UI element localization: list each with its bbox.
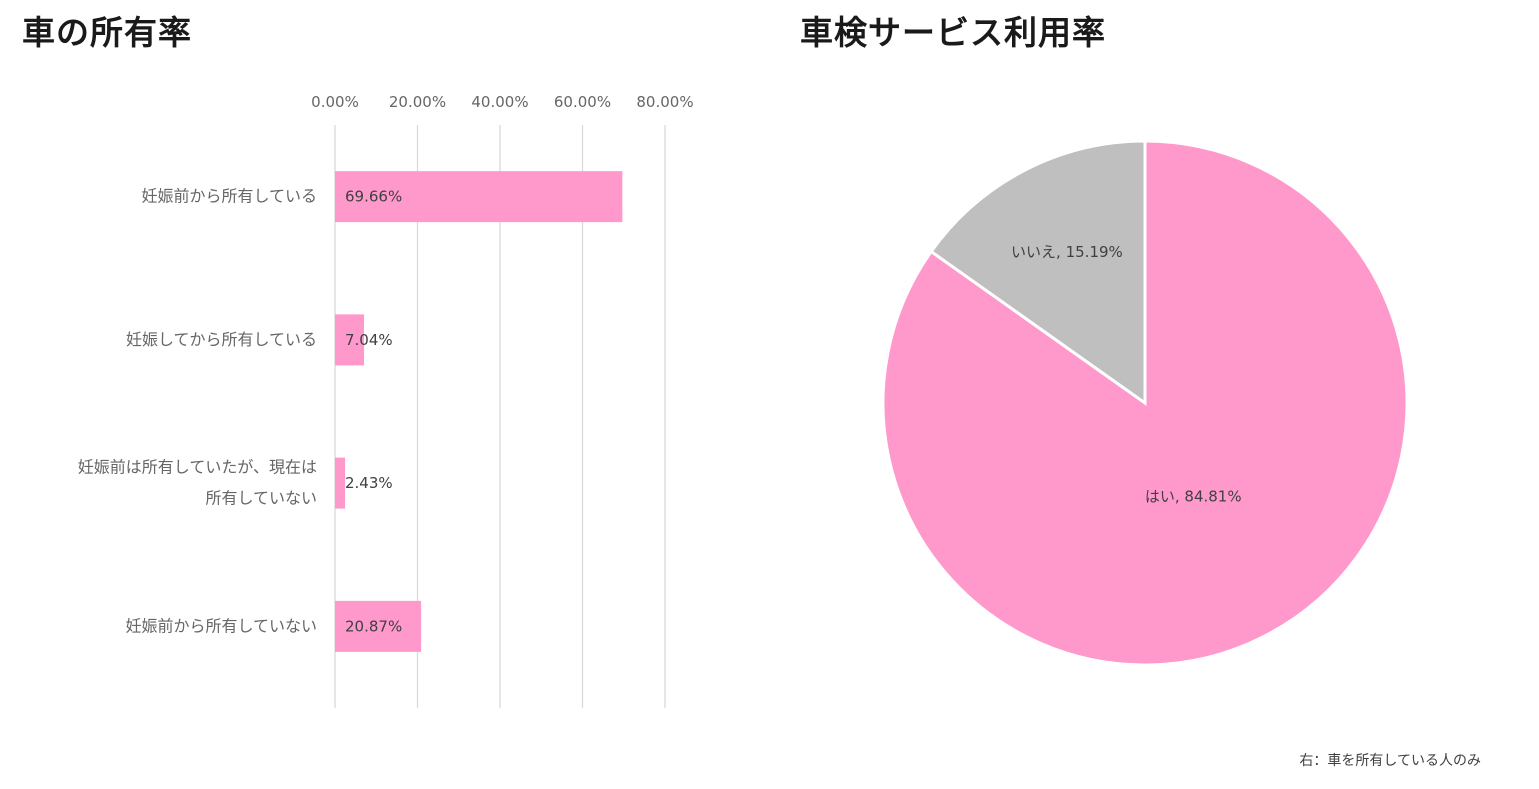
pie-chart-title: 車検サービス利用率 bbox=[800, 13, 1106, 52]
bar bbox=[335, 314, 365, 366]
pie-slice bbox=[929, 139, 1147, 406]
bar bbox=[335, 600, 422, 652]
x-tick-label: 20.00% bbox=[389, 93, 446, 111]
bar-chart-title: 車の所有率 bbox=[22, 13, 192, 52]
bar bbox=[335, 171, 623, 223]
bar-value-label: 2.43% bbox=[345, 474, 393, 492]
pie-slice-label: いいえ, 15.19% bbox=[1011, 243, 1123, 261]
bar-value-label: 7.04% bbox=[345, 331, 393, 349]
x-tick-label: 80.00% bbox=[636, 93, 693, 111]
category-label: 妊娠前は所有していたが、現在は bbox=[78, 458, 317, 477]
x-tick-label: 40.00% bbox=[471, 93, 528, 111]
footnote: 右：車を所有している人のみ bbox=[1299, 753, 1481, 769]
pie-slice bbox=[881, 139, 1409, 667]
category-label: 所有していない bbox=[205, 489, 317, 508]
bar bbox=[335, 457, 346, 509]
pie-chart: はい, 84.81% いいえ, 15.19% bbox=[881, 139, 1409, 667]
category-label: 妊娠前から所有している bbox=[141, 187, 317, 206]
bar-chart: 0.00% 20.00% 40.00% 60.00% 80.00% 69.66% 妊娠前から… bbox=[78, 93, 694, 708]
x-tick-label: 60.00% bbox=[554, 93, 611, 111]
x-tick-label: 0.00% bbox=[311, 93, 359, 111]
pie-slice-label: はい, 84.81% bbox=[1145, 487, 1242, 505]
bar-value-label: 20.87% bbox=[345, 617, 402, 635]
category-label: 妊娠前から所有していない bbox=[125, 616, 317, 635]
bar-value-label: 69.66% bbox=[345, 188, 402, 206]
category-label: 妊娠してから所有している bbox=[126, 330, 317, 349]
